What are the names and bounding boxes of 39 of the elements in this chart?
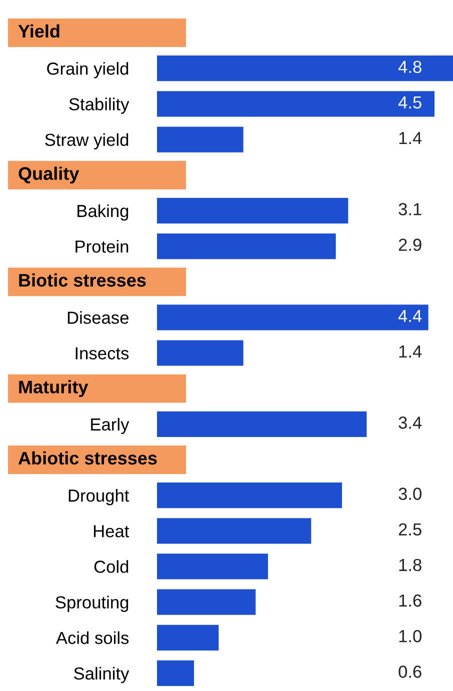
data-label: 1.8 (399, 558, 422, 572)
y-tick-label: Stability (69, 98, 130, 114)
chart-title: Quality (18, 166, 80, 184)
y-tick-label: Protein (76, 240, 128, 253)
y-tick-label: Straw yield (45, 133, 128, 150)
data-label: 4.4 (398, 310, 422, 322)
y-tick-label: Drought (68, 489, 130, 506)
data-label: 3.0 (398, 488, 422, 500)
bar (157, 660, 194, 686)
y-tick-label: Baking (78, 204, 128, 221)
chart-title: Abiotic stresses (18, 451, 157, 465)
y-tick-label: Heat (94, 525, 130, 538)
bar (157, 589, 256, 615)
data-label: 1.4 (399, 132, 422, 144)
data-label: 3.4 (398, 416, 422, 429)
y-tick-label: Cold (94, 560, 128, 573)
data-label: 3.1 (398, 203, 422, 216)
data-label: 1.6 (399, 594, 422, 607)
y-tick-label: Acid soils (56, 631, 129, 644)
data-label: 1.4 (399, 346, 422, 358)
bar (157, 624, 219, 650)
y-tick-label: Insects (76, 347, 129, 360)
bar (157, 482, 342, 508)
bar (157, 518, 312, 544)
y-tick-label: Disease (68, 311, 128, 324)
chart-title: Maturity (19, 380, 88, 397)
data-label: 0.6 (398, 666, 422, 678)
data-label: 4.8 (398, 60, 422, 74)
data-label: 2.9 (398, 238, 422, 251)
data-label: 4.5 (398, 96, 422, 109)
chart-title: Yield (18, 24, 60, 38)
chart-title: Biotic stresses (19, 273, 146, 287)
data-label: 1.0 (399, 630, 422, 642)
y-tick-label: Sprouting (56, 596, 128, 612)
bar (157, 554, 268, 580)
y-tick-label: Early (91, 418, 130, 434)
data-label: 2.5 (398, 523, 422, 536)
y-tick-label: Salinity (74, 666, 130, 684)
y-tick-label: Grain yield (47, 62, 128, 78)
